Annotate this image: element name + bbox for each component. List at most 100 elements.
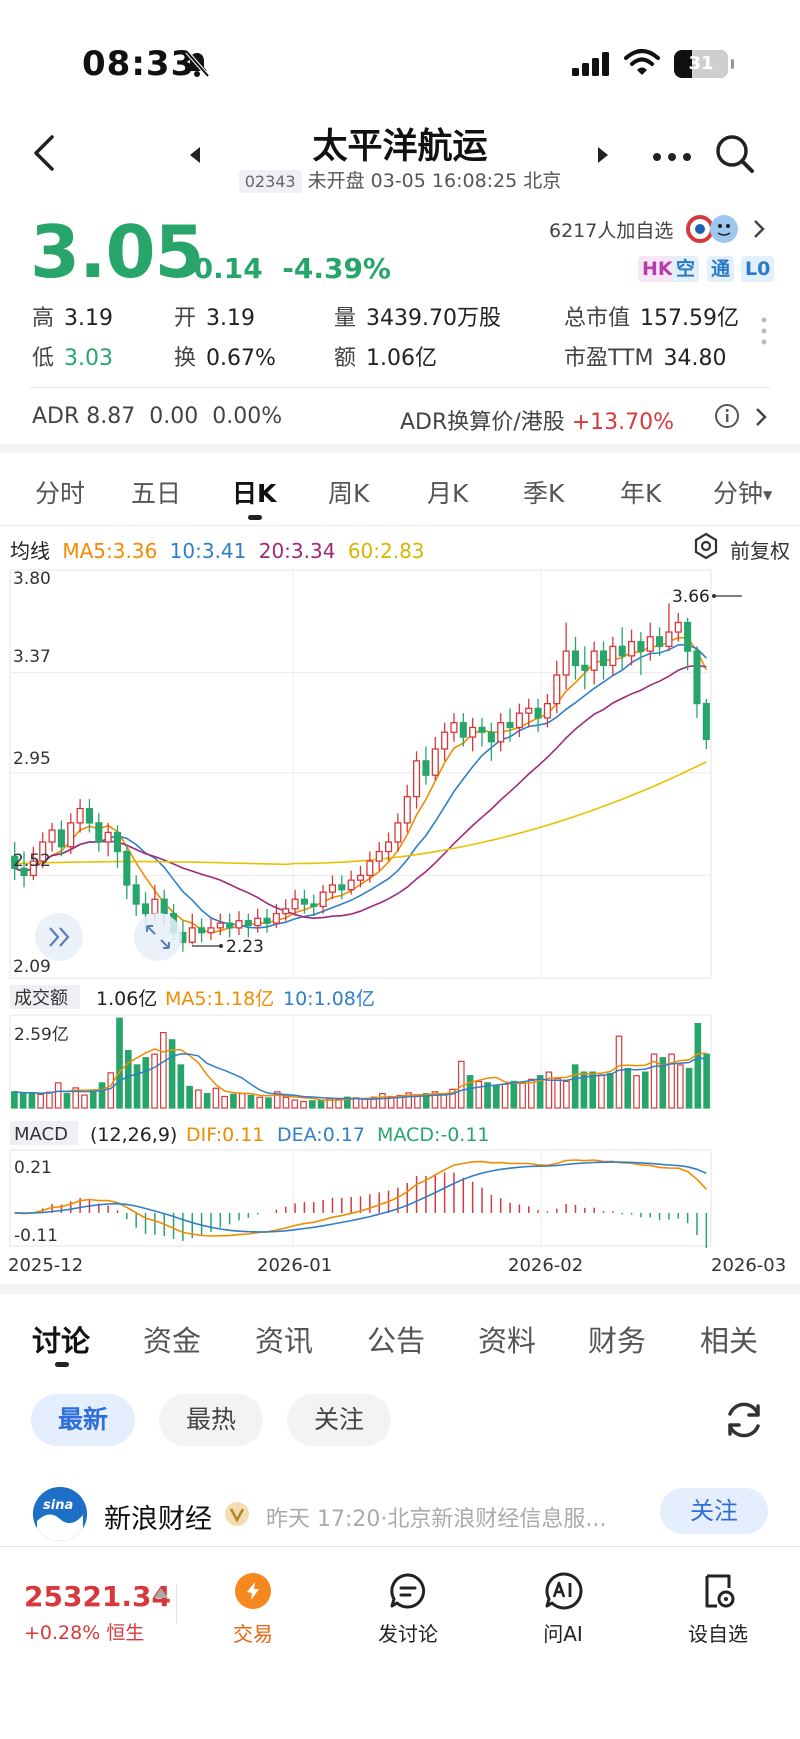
candle-body xyxy=(85,807,93,824)
divider xyxy=(0,1546,800,1547)
filter-hottest[interactable]: 最热 xyxy=(159,1394,263,1446)
candle-body xyxy=(356,874,365,881)
candle-body xyxy=(29,860,37,877)
candle-body xyxy=(637,640,645,652)
expand-stats-icon[interactable] xyxy=(760,316,768,346)
nav-trade[interactable]: 交易 xyxy=(203,1572,303,1647)
volume-bar xyxy=(107,1072,115,1109)
filter-following[interactable]: 关注 xyxy=(287,1394,391,1446)
macd-histogram xyxy=(23,1172,708,1248)
macd-params: (12,26,9) xyxy=(90,1124,177,1146)
volume-bar xyxy=(598,1074,605,1109)
filter-latest[interactable]: 最新 xyxy=(31,1394,135,1446)
price-tick-label: 3.37 xyxy=(13,647,51,667)
tab-monthly-k[interactable]: 月K xyxy=(427,479,469,508)
candle-body xyxy=(534,707,542,719)
nav-ask-ai[interactable]: 问AI xyxy=(513,1572,613,1647)
broker-logos-icon[interactable] xyxy=(684,213,744,245)
price-tick-label: 2.95 xyxy=(13,749,51,769)
volume-bar xyxy=(361,1098,369,1109)
candle-body xyxy=(646,636,654,652)
candle-body xyxy=(132,884,140,905)
more-icon[interactable] xyxy=(652,152,692,162)
candle-body xyxy=(674,621,682,633)
volume-bar xyxy=(265,1097,272,1109)
tab-related[interactable]: 相关 xyxy=(700,1324,759,1358)
stat-turnover: 换 0.67% xyxy=(174,346,276,371)
ma20-line xyxy=(14,664,707,920)
feed-author-name[interactable]: 新浪财经 xyxy=(104,1504,212,1535)
follow-button[interactable]: 关注 xyxy=(660,1488,768,1534)
macd-axis-top: 0.21 xyxy=(14,1158,52,1178)
chevron-right-icon[interactable] xyxy=(752,218,766,240)
back-arrow-icon[interactable] xyxy=(30,133,58,173)
volume-bar xyxy=(317,1099,325,1109)
ai-icon xyxy=(545,1572,583,1610)
tab-discussion[interactable]: 讨论 xyxy=(32,1324,91,1358)
candle-body xyxy=(553,674,561,705)
stock-name: 太平洋航运 xyxy=(312,127,488,167)
volume-bar xyxy=(519,1082,526,1109)
tab-announcements[interactable]: 公告 xyxy=(367,1324,426,1358)
candle-body xyxy=(57,829,65,848)
next-stock-icon[interactable] xyxy=(596,147,608,163)
tab-funds[interactable]: 资金 xyxy=(143,1324,202,1358)
volume-bar xyxy=(431,1091,439,1109)
chevron-right-icon[interactable] xyxy=(754,406,768,428)
tab-daily-k[interactable]: 日K xyxy=(232,479,277,508)
kline-chart[interactable]: 3.80 3.37 2.95 2.52 2.09 3.66 2.23 成交额 1… xyxy=(0,562,800,1282)
candle-body xyxy=(198,927,206,934)
nav-post[interactable]: 发讨论 xyxy=(358,1572,458,1647)
nav-add-watchlist[interactable]: 设自选 xyxy=(668,1572,768,1647)
volume-bar xyxy=(405,1092,413,1109)
volume-bar xyxy=(203,1093,211,1109)
prev-stock-icon[interactable] xyxy=(190,147,202,163)
tag-stock-connect: 通 xyxy=(707,256,735,282)
volume-bar xyxy=(475,1080,483,1109)
volume-bar xyxy=(510,1080,518,1109)
volume-bar xyxy=(195,1089,202,1109)
hsi-index-change: +0.28% 恒生 xyxy=(24,1622,145,1644)
avatar[interactable]: sina xyxy=(33,1487,87,1541)
tab-minute[interactable]: 分钟▼ xyxy=(713,479,773,508)
hsi-index-value[interactable]: 25321.34 xyxy=(24,1580,172,1613)
candle-body xyxy=(151,898,159,915)
volume-bar xyxy=(46,1091,53,1109)
candle-body xyxy=(497,722,505,743)
bell-muted-icon xyxy=(185,50,210,78)
volume-bar xyxy=(89,1089,97,1109)
tab-quarterly-k[interactable]: 季K xyxy=(523,479,565,508)
tab-weekly-k[interactable]: 周K xyxy=(328,479,370,508)
divider xyxy=(30,387,770,388)
adr-premium[interactable]: ADR换算价/港股 +13.70% xyxy=(400,410,675,435)
candle-body xyxy=(665,631,673,648)
volume-bar xyxy=(168,1039,176,1109)
tab-yearly-k[interactable]: 年K xyxy=(620,479,662,508)
candle-body xyxy=(384,841,393,853)
volume-bar xyxy=(545,1071,553,1109)
tab-five-day[interactable]: 五日 xyxy=(131,479,182,508)
search-icon[interactable] xyxy=(714,133,756,175)
candle-body xyxy=(141,903,150,915)
candle-body xyxy=(272,912,280,924)
tab-news[interactable]: 资讯 xyxy=(255,1324,314,1358)
macd-panel-frame xyxy=(9,1149,712,1247)
candle-body xyxy=(459,722,467,738)
fullscreen-icon[interactable] xyxy=(134,913,182,961)
candle-body xyxy=(347,879,355,891)
volume-bar xyxy=(554,1077,561,1109)
tab-intraday[interactable]: 分时 xyxy=(35,479,86,508)
tab-profile[interactable]: 资料 xyxy=(478,1324,537,1358)
refresh-icon[interactable] xyxy=(722,1398,766,1442)
tab-financials[interactable]: 财务 xyxy=(588,1324,647,1358)
settings-gear-icon[interactable] xyxy=(692,532,720,560)
price-adjust-toggle[interactable]: 前复权 xyxy=(730,539,790,563)
scroll-left-icon[interactable] xyxy=(35,913,83,961)
candle-body xyxy=(506,722,514,729)
candle-body xyxy=(543,702,551,719)
volume-bar xyxy=(291,1099,299,1109)
volume-bar xyxy=(72,1087,80,1109)
volume-bars xyxy=(11,1017,710,1109)
info-icon[interactable] xyxy=(714,403,740,429)
candle-body xyxy=(469,726,477,738)
